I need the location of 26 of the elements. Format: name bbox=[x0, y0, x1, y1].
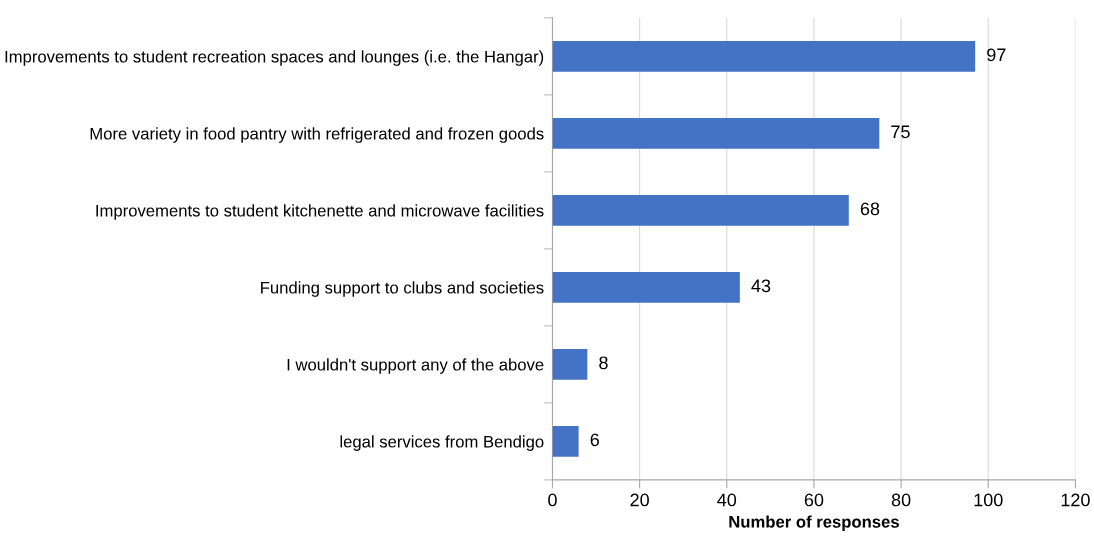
y-tick-label: Funding support to clubs and societies bbox=[261, 281, 544, 297]
bar bbox=[552, 40, 976, 72]
y-tick-label: More variety in food pantry with refrigerated and frozen goods bbox=[90, 127, 544, 143]
data-label: 97 bbox=[987, 48, 1006, 62]
bar bbox=[552, 348, 588, 380]
data-label: 68 bbox=[860, 202, 880, 216]
x-tick-label: 100 bbox=[974, 493, 1003, 507]
y-tick-label: I wouldn't support any of the above bbox=[287, 358, 544, 374]
x-tick-label: 0 bbox=[548, 493, 557, 507]
bar bbox=[552, 425, 579, 457]
x-tick-label: 120 bbox=[1061, 493, 1090, 507]
data-label: 8 bbox=[599, 356, 608, 370]
data-label: 6 bbox=[590, 433, 599, 447]
y-tick-label: Improvements to student kitchenette and microwave facilities bbox=[96, 204, 544, 220]
bar bbox=[552, 194, 849, 226]
x-axis-title: Number of responses bbox=[729, 515, 899, 531]
data-label: 75 bbox=[891, 125, 910, 139]
data-label: 43 bbox=[751, 279, 771, 293]
x-tick-label: 60 bbox=[804, 493, 824, 507]
y-tick-label: legal services from Bendigo bbox=[340, 435, 544, 451]
bar bbox=[552, 271, 740, 303]
y-tick-label: Improvements to student recreation spaces and lounges (i.e. the Hangar) bbox=[5, 50, 544, 66]
x-tick-label: 20 bbox=[630, 493, 649, 507]
x-tick-label: 80 bbox=[891, 493, 911, 507]
bar bbox=[552, 117, 880, 149]
x-tick-label: 40 bbox=[717, 493, 737, 507]
